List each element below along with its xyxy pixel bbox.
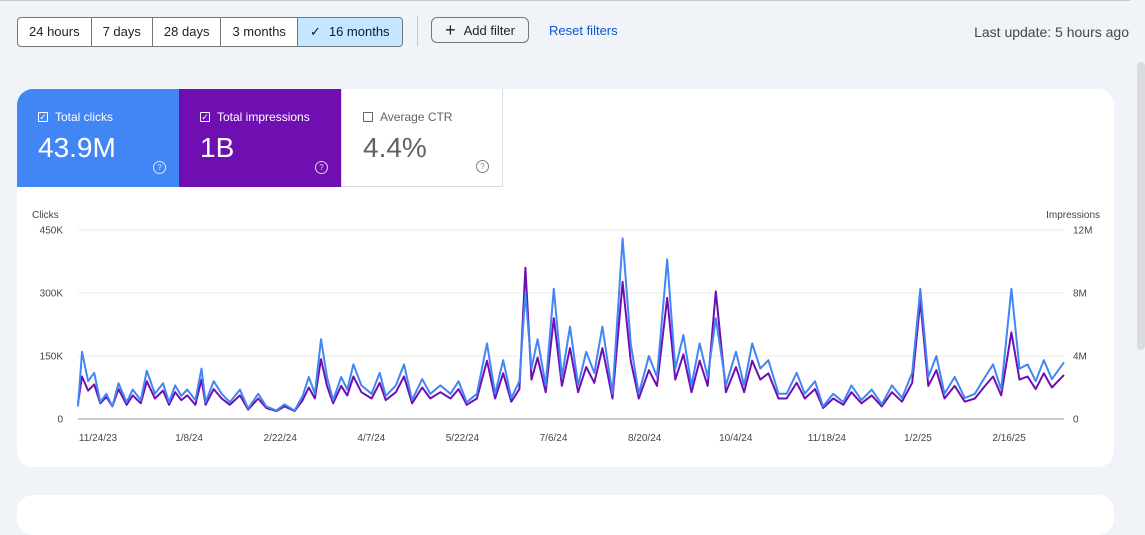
- toolbar-separator: [417, 16, 418, 46]
- date-range-option[interactable]: 28 days: [153, 18, 222, 46]
- date-range-label: 24 hours: [29, 24, 80, 39]
- y-right-tick-label: 4M: [1073, 352, 1087, 363]
- help-icon[interactable]: ?: [476, 160, 489, 173]
- last-update-text: Last update: 5 hours ago: [974, 24, 1129, 40]
- y-left-tick-label: 150K: [40, 352, 64, 363]
- x-tick-label: 2/16/25: [992, 433, 1026, 444]
- x-tick-label: 8/20/24: [628, 433, 662, 444]
- x-tick-label: 5/22/24: [446, 433, 480, 444]
- date-range-option[interactable]: 24 hours: [18, 18, 92, 46]
- date-range-option[interactable]: 3 months: [221, 18, 298, 46]
- metric-average-ctr[interactable]: Average CTR 4.4% ?: [341, 89, 503, 187]
- check-icon: ✓: [309, 24, 321, 39]
- metric-label: Total clicks: [55, 110, 114, 124]
- metric-total-impressions[interactable]: ✓ Total impressions 1B ?: [179, 89, 341, 187]
- metric-label: Total impressions: [217, 110, 310, 124]
- y-left-tick-label: 300K: [40, 289, 64, 300]
- date-range-label: 28 days: [163, 24, 210, 39]
- x-tick-label: 7/6/24: [540, 433, 568, 444]
- date-range-option[interactable]: 7 days: [92, 18, 153, 46]
- y-left-axis-title: Clicks: [32, 210, 59, 221]
- y-left-tick-label: 450K: [40, 226, 64, 237]
- date-range-label: 7 days: [102, 24, 141, 39]
- y-left-tick-label: 0: [57, 415, 63, 426]
- metric-value: 43.9M: [38, 132, 116, 163]
- x-tick-label: 1/2/25: [904, 433, 932, 444]
- performance-card: ✓ Total clicks 43.9M ? ✓ Total impressio…: [17, 89, 1114, 467]
- performance-chart[interactable]: Clicks Impressions 0 0 150K 4M 300K 8M 450K 12M 11…: [17, 89, 1114, 467]
- date-range-label: 16 months: [328, 24, 390, 39]
- y-right-tick-label: 0: [1073, 415, 1079, 426]
- add-filter-button[interactable]: + Add filter: [431, 17, 529, 43]
- x-tick-label: 11/24/23: [79, 433, 118, 444]
- y-right-tick-label: 8M: [1073, 289, 1087, 300]
- series-line-clicks[interactable]: [77, 237, 1065, 412]
- x-tick-label: 1/8/24: [175, 433, 203, 444]
- metric-value: 4.4%: [363, 132, 427, 163]
- reset-filters-link[interactable]: Reset filters: [549, 23, 618, 38]
- help-icon[interactable]: ?: [315, 161, 328, 174]
- y-right-axis-title: Impressions: [1046, 210, 1100, 221]
- metric-total-clicks[interactable]: ✓ Total clicks 43.9M ?: [17, 89, 179, 187]
- series-line-impressions[interactable]: [77, 266, 1065, 413]
- metric-label-row: ✓ Total clicks: [38, 110, 113, 124]
- add-filter-label: Add filter: [463, 22, 515, 38]
- secondary-card: [17, 495, 1114, 535]
- checkbox-checked-icon[interactable]: ✓: [38, 111, 48, 122]
- date-range-option[interactable]: ✓ 16 months: [297, 18, 402, 46]
- date-range-selector: 24 hours 7 days 28 days 3 months ✓ 16 months: [17, 17, 403, 47]
- scrollbar[interactable]: [1137, 62, 1145, 350]
- y-right-tick-label: 12M: [1073, 226, 1092, 237]
- help-icon[interactable]: ?: [153, 161, 166, 174]
- top-divider: [0, 0, 1130, 1]
- checkbox-unchecked-icon[interactable]: [363, 112, 373, 122]
- checkbox-checked-icon[interactable]: ✓: [200, 111, 210, 122]
- metric-label-row: Average CTR: [363, 110, 452, 124]
- metric-value: 1B: [200, 132, 235, 163]
- x-tick-label: 11/18/24: [808, 433, 847, 444]
- x-tick-label: 2/22/24: [264, 433, 298, 444]
- x-tick-label: 4/7/24: [357, 433, 385, 444]
- metric-label-row: ✓ Total impressions: [200, 110, 310, 124]
- x-tick-label: 10/4/24: [719, 433, 753, 444]
- metric-label: Average CTR: [380, 110, 453, 124]
- plus-icon: +: [445, 20, 456, 40]
- date-range-label: 3 months: [232, 24, 286, 39]
